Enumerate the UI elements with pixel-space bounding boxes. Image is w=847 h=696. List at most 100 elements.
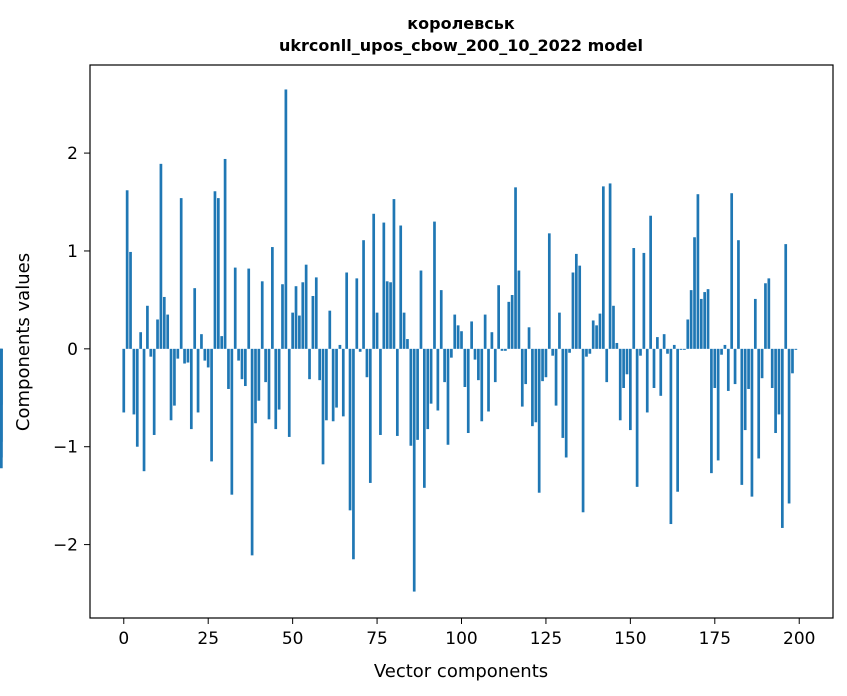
- bar: [284, 89, 288, 349]
- bar: [500, 348, 504, 351]
- bar: [574, 253, 578, 349]
- bar: [368, 348, 372, 483]
- bar: [747, 348, 750, 389]
- bar: [767, 278, 771, 349]
- chart-subtitle: ukrconll_upos_cbow_200_10_2022 model: [279, 36, 643, 55]
- bar: [416, 348, 419, 440]
- x-axis-ticks: 0 25 50 75 100 125 150 175 200: [118, 618, 815, 649]
- x-tick-label: 200: [783, 629, 815, 649]
- bar: [625, 348, 629, 375]
- bar: [220, 336, 224, 349]
- bar: [764, 283, 767, 349]
- x-axis-label: Vector components: [374, 661, 548, 682]
- bar: [679, 348, 683, 350]
- x-tick-label: 75: [366, 629, 388, 649]
- bar: [325, 348, 328, 421]
- bar: [547, 233, 551, 349]
- bar: [311, 295, 315, 349]
- bar: [341, 348, 345, 417]
- bar: [588, 348, 592, 354]
- bar: [794, 348, 798, 350]
- bar: [216, 198, 220, 349]
- bar: [304, 264, 308, 349]
- bar: [672, 344, 676, 349]
- bar: [466, 348, 470, 434]
- bar: [659, 348, 663, 396]
- bar: [365, 348, 369, 378]
- bar: [453, 314, 457, 349]
- bar: [301, 282, 305, 349]
- bar: [406, 339, 409, 349]
- bar: [676, 348, 679, 492]
- bar: [733, 348, 737, 385]
- bar: [362, 240, 365, 349]
- bar: [460, 331, 463, 349]
- bar: [666, 348, 669, 354]
- bar: [493, 348, 497, 383]
- bar: [470, 321, 473, 349]
- bar: [720, 348, 723, 355]
- bar: [0, 348, 3, 469]
- bar: [534, 348, 538, 423]
- bar: [186, 348, 190, 363]
- bar: [139, 332, 143, 349]
- bar: [581, 348, 585, 513]
- bar: [652, 348, 656, 388]
- bar: [223, 158, 227, 349]
- x-tick-label: 150: [614, 629, 646, 649]
- bar: [612, 305, 615, 349]
- bar: [531, 348, 534, 427]
- bar: [355, 278, 359, 349]
- bar: [196, 348, 200, 413]
- bar: [787, 348, 791, 504]
- bar: [689, 290, 693, 349]
- bar: [558, 312, 561, 349]
- bar: [483, 314, 487, 349]
- bar: [514, 187, 517, 349]
- plot-frame: [89, 64, 834, 619]
- bar: [277, 348, 281, 410]
- bar: [649, 215, 652, 349]
- bar: [159, 163, 163, 349]
- bar: [490, 332, 494, 349]
- bar: [338, 344, 342, 349]
- bar: [622, 348, 625, 388]
- bar: [152, 348, 156, 435]
- bar: [662, 334, 666, 349]
- bar: [250, 348, 254, 556]
- bar: [477, 348, 480, 381]
- bar: [419, 270, 423, 349]
- bar: [615, 342, 619, 349]
- bar: [0, 348, 3, 405]
- bar: [129, 251, 132, 349]
- bar: [375, 312, 379, 349]
- bar: [230, 348, 234, 495]
- y-axis-label: Components values: [13, 253, 34, 431]
- bar: [287, 348, 291, 437]
- bar: [203, 348, 207, 361]
- bar: [520, 348, 524, 407]
- bar: [524, 348, 528, 385]
- bar: [703, 292, 707, 349]
- bar: [298, 315, 301, 349]
- bar: [591, 320, 595, 349]
- bar: [497, 285, 500, 349]
- bar: [443, 348, 446, 383]
- bar: [291, 312, 294, 349]
- x-tick-label: 125: [530, 629, 562, 649]
- bar: [517, 270, 521, 349]
- bar: [568, 348, 571, 353]
- bar: [473, 348, 477, 360]
- bar: [639, 348, 642, 356]
- bar: [598, 313, 602, 349]
- bar: [135, 348, 139, 447]
- bar: [352, 348, 355, 560]
- bar: [240, 348, 244, 380]
- bar: [267, 348, 271, 420]
- bar: [162, 296, 166, 349]
- x-tick-label: 50: [282, 629, 304, 649]
- bar: [426, 348, 430, 430]
- bar: [237, 348, 240, 361]
- bar: [571, 272, 575, 349]
- bar: [281, 284, 284, 349]
